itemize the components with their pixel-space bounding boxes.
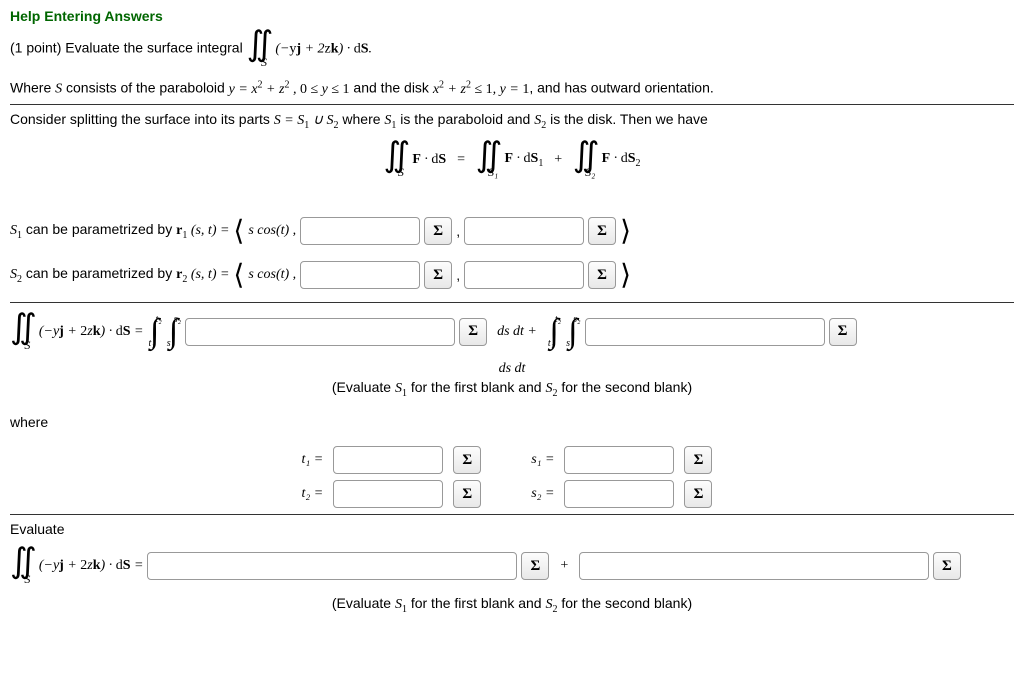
divider: [10, 302, 1014, 303]
t2-input[interactable]: [333, 480, 443, 508]
sigma-button[interactable]: Σ: [829, 318, 857, 346]
param-r2-row: S2 can be parametrized by r2 (s, t) = ⟨ …: [10, 258, 1014, 292]
t1-label: t₁ =: [302, 452, 324, 468]
help-link[interactable]: Help Entering Answers: [10, 8, 1014, 24]
integrand-1-input[interactable]: [185, 318, 455, 346]
s2-label: s₂ =: [531, 486, 554, 502]
comma: ,: [456, 267, 460, 283]
r2-input-3[interactable]: [464, 261, 584, 289]
where-label: where: [10, 414, 1014, 430]
s1-input[interactable]: [564, 446, 674, 474]
eval-hint-2: (Evaluate S1 for the first blank and S2 …: [10, 595, 1014, 615]
scos-1: s cos(t) ,: [248, 223, 296, 239]
center-equation: ∬S F · dS = ∬S₁ F · dS1 + ∬S₂ F · dS2: [10, 141, 1014, 178]
r1-input-3[interactable]: [464, 217, 584, 245]
s1-label: s₁ =: [531, 452, 554, 468]
sigma-button[interactable]: Σ: [684, 480, 712, 508]
prompt: (1 point) Evaluate the surface integral …: [10, 30, 1014, 67]
plus: +: [559, 558, 568, 574]
sigma-button[interactable]: Σ: [588, 217, 616, 245]
iint-icon: ∬ S: [247, 30, 272, 67]
bounds-grid: t₁ = Σ s₁ = Σ t₂ = Σ s₂ = Σ: [10, 446, 1014, 508]
t2-label: t₂ =: [302, 486, 324, 502]
split-text: Consider splitting the surface into its …: [10, 111, 1014, 131]
evaluate-label: Evaluate: [10, 521, 1014, 537]
sigma-button[interactable]: Σ: [453, 480, 481, 508]
r2-input-2[interactable]: [300, 261, 420, 289]
double-integral-row: ∬S (−yj + 2zk) · dS = t₂∫t₁ s₂∫s₁ Σ ds d…: [10, 313, 1014, 350]
divider: [10, 514, 1014, 515]
integrand-2-input[interactable]: [585, 318, 825, 346]
final-input-1[interactable]: [147, 552, 517, 580]
sigma-button[interactable]: Σ: [521, 552, 549, 580]
sigma-button[interactable]: Σ: [588, 261, 616, 289]
sigma-button[interactable]: Σ: [424, 217, 452, 245]
comma: ,: [456, 223, 460, 239]
t1-input[interactable]: [333, 446, 443, 474]
s2-input[interactable]: [564, 480, 674, 508]
sigma-button[interactable]: Σ: [453, 446, 481, 474]
final-input-2[interactable]: [579, 552, 929, 580]
sigma-button[interactable]: Σ: [459, 318, 487, 346]
eval-hint-1: (Evaluate S1 for the first blank and S2 …: [10, 379, 1014, 399]
final-row: ∬S (−yj + 2zk) · dS = Σ + Σ: [10, 547, 1014, 584]
sigma-button[interactable]: Σ: [424, 261, 452, 289]
sigma-button[interactable]: Σ: [933, 552, 961, 580]
scos-2: s cos(t) ,: [248, 267, 296, 283]
sigma-button[interactable]: Σ: [684, 446, 712, 474]
param-r1-row: S1 can be parametrized by r1 (s, t) = ⟨ …: [10, 214, 1014, 248]
r1-input-2[interactable]: [300, 217, 420, 245]
dsdt-label: ds dt: [10, 361, 1014, 377]
prompt-pre: Evaluate the surface integral: [65, 39, 242, 55]
points-label: (1 point): [10, 39, 61, 55]
where-S-text: Where S consists of the paraboloid y = x…: [10, 79, 1014, 98]
divider: [10, 104, 1014, 105]
dsdt-plus: ds dt +: [497, 324, 537, 340]
integral-expression: (−yj + 2zk) · dS.: [275, 41, 372, 56]
